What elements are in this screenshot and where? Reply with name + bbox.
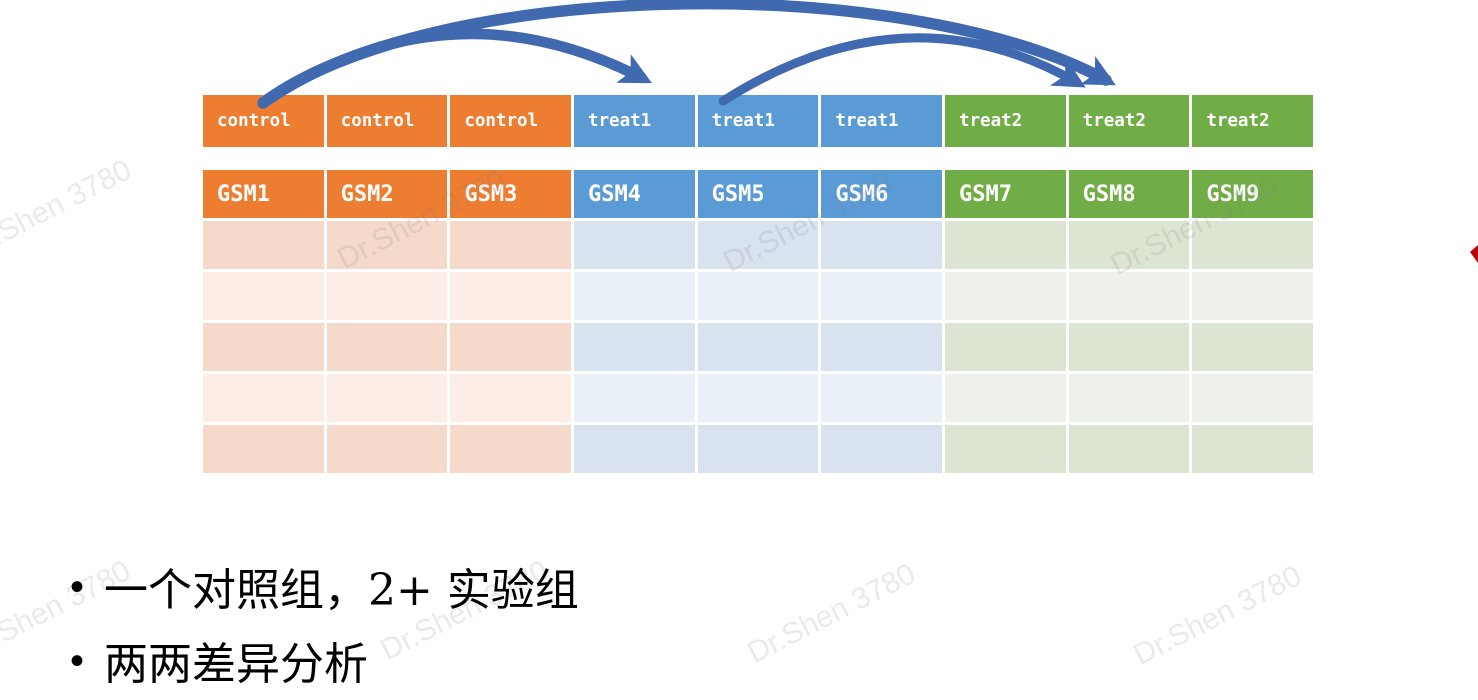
group-header-cell-control: control [450,95,571,147]
empty-data-cell [821,323,942,371]
empty-data-cell [450,425,571,473]
empty-data-cell [821,272,942,320]
empty-data-cell [326,374,448,422]
empty-data-cell [573,374,695,422]
empty-data-cell [821,425,942,473]
group-header-cell-treat1: treat1 [573,95,695,147]
header-row-gap [203,150,1313,167]
sample-design-table: control control control treat1 treat1 treat1 t… [203,95,1313,473]
empty-data-cell [944,272,1066,320]
sample-header-cell: GSM2 [326,170,448,218]
group-header-cell-treat1: treat1 [821,95,942,147]
empty-data-cell [203,272,324,320]
empty-data-cell [450,272,571,320]
empty-data-cell [326,221,448,269]
arrow-control-to-treat1 [262,28,652,106]
group-header-cell-treat1: treat1 [697,95,819,147]
empty-data-cell [697,374,819,422]
empty-data-cell [697,272,819,320]
watermark-text: Dr.Shen 3780 [1128,559,1307,672]
bullet-dot-icon [70,635,104,685]
empty-data-cell [944,374,1066,422]
empty-data-cell [1192,221,1313,269]
sample-header-cell: GSM5 [697,170,819,218]
red-pointer-marker [1470,245,1478,263]
empty-data-cell [326,272,448,320]
empty-data-cell [1192,374,1313,422]
sample-header-cell: GSM7 [944,170,1066,218]
group-header-cell-treat2: treat2 [1068,95,1190,147]
empty-data-cell [203,374,324,422]
empty-data-cell [944,425,1066,473]
empty-data-cell [573,221,695,269]
arrow-treat1-to-treat2 [718,33,1086,106]
bullet-text: 两两差异分析 [104,639,368,690]
empty-data-cell [1192,272,1313,320]
empty-data-cell [697,323,819,371]
empty-data-cell [203,425,324,473]
empty-data-cell [326,425,448,473]
empty-data-cell [203,323,324,371]
bullet-list: 一个对照组，2+ 实验组 两两差异分析 [70,549,579,697]
bullet-item: 两两差异分析 [70,623,579,697]
empty-data-cell [450,221,571,269]
empty-data-cell [821,221,942,269]
empty-data-cell [326,323,448,371]
group-header-cell-treat2: treat2 [944,95,1066,147]
sample-header-cell: GSM3 [450,170,571,218]
empty-data-cell [573,272,695,320]
watermark-text: Dr.Shen 3780 [0,153,137,266]
empty-data-cell [573,425,695,473]
empty-data-cell [1068,221,1190,269]
empty-data-cell [821,374,942,422]
empty-data-cell [1068,425,1190,473]
empty-data-cell [1192,425,1313,473]
bullet-text: 一个对照组，2+ 实验组 [104,565,579,616]
empty-data-cell [1192,323,1313,371]
empty-data-cell [1068,323,1190,371]
empty-data-cell [573,323,695,371]
sample-header-cell: GSM8 [1068,170,1190,218]
bullet-item: 一个对照组，2+ 实验组 [70,549,579,623]
empty-data-cell [697,425,819,473]
group-header-cell-control: control [203,95,324,147]
bullet-dot-icon [70,561,104,611]
arrow-control-to-treat2 [257,0,1116,109]
empty-data-cell [944,323,1066,371]
empty-data-cell [1068,374,1190,422]
empty-data-cell [1068,272,1190,320]
sample-header-cell: GSM1 [203,170,324,218]
sample-header-cell: GSM4 [573,170,695,218]
empty-data-cell [450,323,571,371]
empty-data-cell [450,374,571,422]
group-header-cell-treat2: treat2 [1192,95,1313,147]
sample-header-cell: GSM9 [1192,170,1313,218]
watermark-text: Dr.Shen 3780 [742,557,921,670]
empty-data-cell [697,221,819,269]
empty-data-cell [944,221,1066,269]
group-header-cell-control: control [326,95,448,147]
empty-data-cell [203,221,324,269]
sample-header-cell: GSM6 [821,170,942,218]
